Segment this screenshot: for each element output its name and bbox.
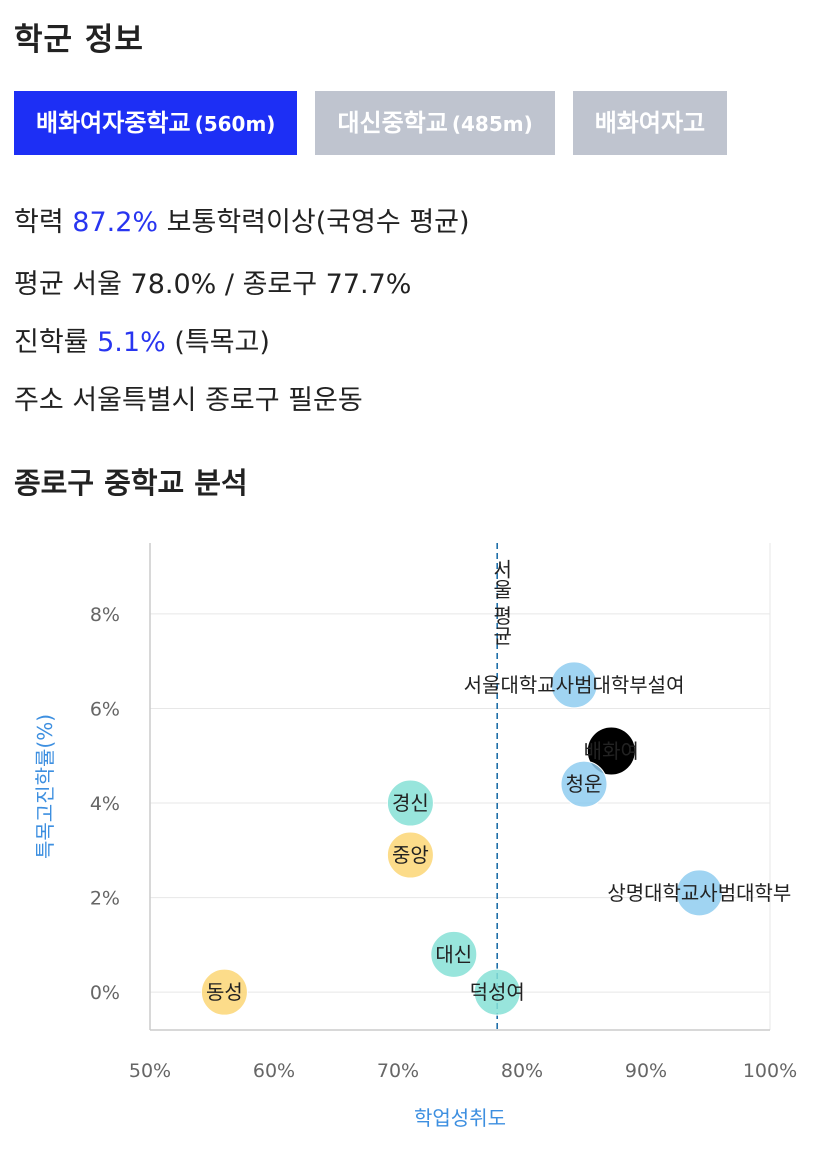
- info-advancement: 진학률 5.1% (특목고): [14, 320, 270, 359]
- data-point-label: 서울대학교사범대학부설여: [464, 673, 685, 697]
- x-tick-label: 70%: [377, 1060, 419, 1082]
- tab-school-2[interactable]: 대신중학교 (485m): [315, 91, 555, 155]
- y-tick-label: 0%: [90, 982, 120, 1004]
- tab-school-1-name: 배화여자중학교: [36, 109, 191, 137]
- info-advancement-value: 5.1%: [97, 327, 166, 358]
- info-academic-key: 학력: [14, 207, 64, 238]
- info-academic: 학력 87.2% 보통학력이상(국영수 평균): [14, 200, 470, 239]
- info-average-desc: 서울 78.0% / 종로구 77.7%: [72, 269, 412, 300]
- data-point: [587, 727, 635, 775]
- info-average-key: 평균: [14, 269, 64, 300]
- info-address-desc: 서울특별시 종로구 필운동: [72, 385, 363, 416]
- info-academic-value: 87.2%: [72, 207, 159, 238]
- data-point-label: 중앙: [392, 843, 429, 867]
- data-point: [386, 831, 434, 879]
- tab-school-1[interactable]: 배화여자중학교 (560m): [14, 91, 298, 155]
- x-tick-label: 90%: [625, 1060, 667, 1082]
- data-point: [473, 968, 521, 1016]
- info-address: 주소 서울특별시 종로구 필운동: [14, 378, 363, 417]
- x-tick-label: 80%: [501, 1060, 543, 1082]
- school-tabs: 배화여자중학교 (560m) 대신중학교 (485m) 배화여자고: [14, 91, 805, 155]
- tab-school-2-distance: (485m): [451, 112, 533, 136]
- page-title: 학군 정보: [14, 22, 144, 58]
- data-point-label: 동성: [206, 980, 243, 1004]
- data-point: [430, 930, 478, 978]
- data-point: [675, 869, 723, 917]
- data-point: [386, 779, 434, 827]
- analysis-title: 종로구 중학교 분석: [14, 466, 248, 500]
- x-axis-label: 학업성취도: [414, 1106, 506, 1130]
- info-average: 평균 서울 78.0% / 종로구 77.7%: [14, 262, 411, 301]
- x-tick-label: 100%: [743, 1060, 797, 1082]
- data-point-label: 대신: [435, 942, 472, 966]
- tab-school-3[interactable]: 배화여자고: [572, 91, 728, 155]
- data-point: [560, 760, 608, 808]
- data-point: [200, 968, 248, 1016]
- x-tick-label: 60%: [253, 1060, 295, 1082]
- info-advancement-key: 진학률: [14, 327, 89, 358]
- info-address-key: 주소: [14, 385, 64, 416]
- data-point-label: 경신: [392, 791, 429, 815]
- tab-school-1-distance: (560m): [194, 112, 276, 136]
- scatter-chart: 0% 2% 4% 6% 8% 50% 60% 70% 80% 90% 100% 학업성취도 특목고진학률…: [33, 543, 797, 1130]
- data-point: [550, 661, 598, 709]
- tab-school-3-name: 배화여자고: [594, 109, 706, 137]
- info-academic-desc: 보통학력이상(국영수 평균): [166, 207, 470, 238]
- y-tick-label: 2%: [90, 888, 120, 910]
- y-tick-label: 8%: [90, 604, 120, 626]
- data-point-label: 배화여: [584, 739, 639, 763]
- y-tick-label: 4%: [90, 793, 120, 815]
- tab-school-2-name: 대신중학교: [337, 109, 448, 137]
- data-point-label: 상명대학교사범대학부: [607, 881, 791, 905]
- info-advancement-desc: (특목고): [174, 327, 270, 358]
- data-point-label: 청운: [566, 772, 603, 796]
- reference-line-label: 서울 평균: [489, 559, 513, 646]
- y-tick-label: 6%: [90, 698, 120, 720]
- x-tick-label: 50%: [129, 1060, 171, 1082]
- y-axis-label: 특목고진학률(%): [33, 714, 57, 859]
- data-point-label: 덕성여: [470, 980, 525, 1004]
